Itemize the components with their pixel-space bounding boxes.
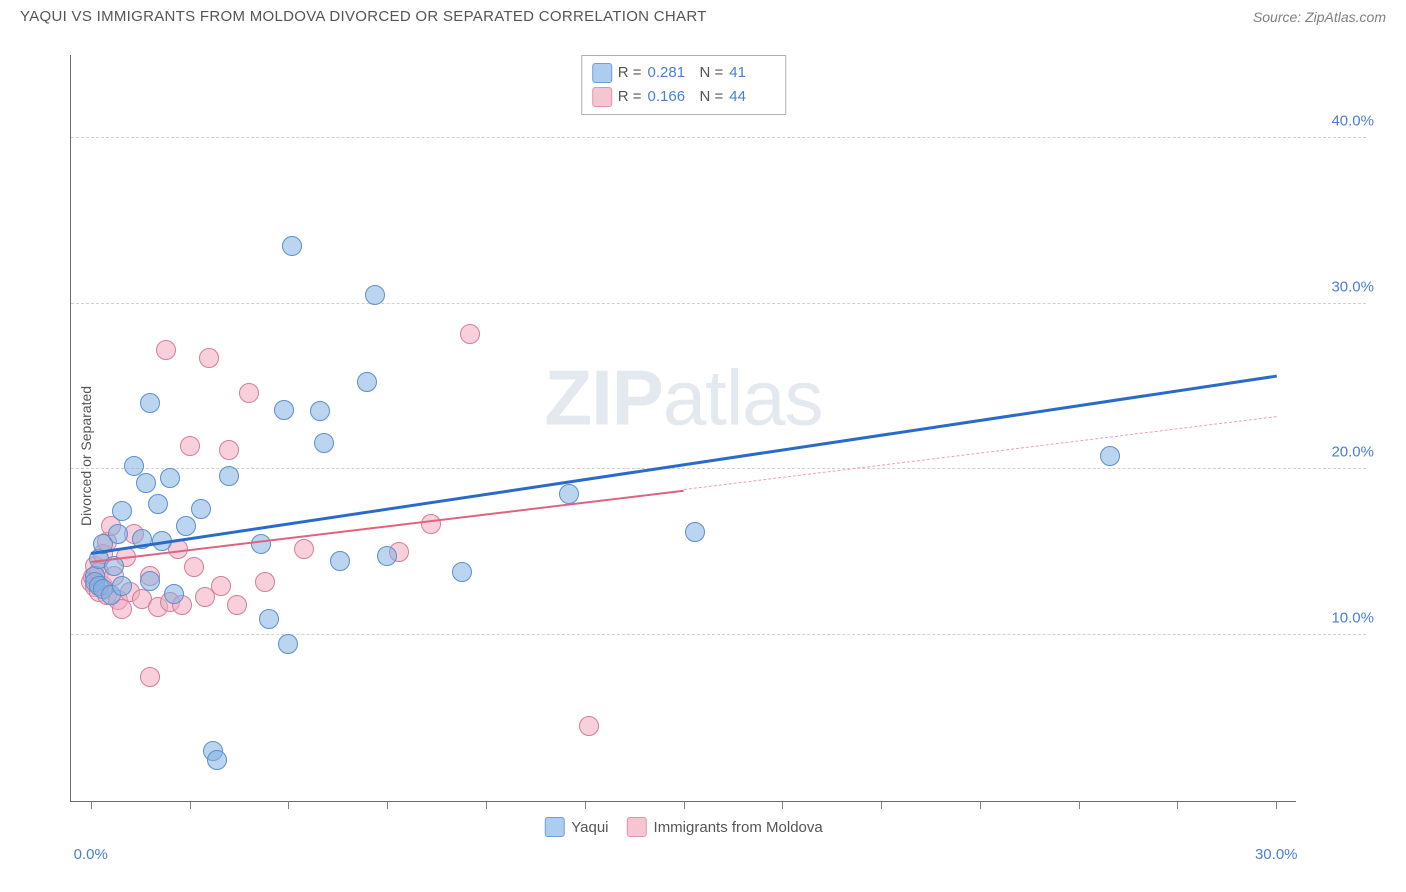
watermark: ZIPatlas [544, 353, 822, 444]
x-tick [684, 801, 685, 809]
legend-label: Immigrants from Moldova [654, 819, 823, 836]
y-tick-label: 20.0% [1331, 444, 1374, 461]
data-point [294, 539, 314, 559]
legend-stat-row: R =0.166N =44 [592, 85, 776, 109]
gridline [71, 468, 1366, 469]
legend-r-label: R = [618, 61, 642, 85]
legend-stat-row: R =0.281N =41 [592, 61, 776, 85]
gridline [71, 634, 1366, 635]
x-tick [486, 801, 487, 809]
legend-r-label: R = [618, 85, 642, 109]
data-point [685, 522, 705, 542]
trend-line [91, 375, 1277, 555]
x-tick [190, 801, 191, 809]
data-point [112, 501, 132, 521]
gridline [71, 137, 1366, 138]
legend-label: Yaqui [571, 819, 608, 836]
x-tick [91, 801, 92, 809]
data-point [255, 572, 275, 592]
data-point [357, 372, 377, 392]
x-tick [1276, 801, 1277, 809]
data-point [579, 716, 599, 736]
x-tick [881, 801, 882, 809]
data-point [140, 571, 160, 591]
data-point [559, 484, 579, 504]
data-point [365, 285, 385, 305]
data-point [452, 562, 472, 582]
x-tick [782, 801, 783, 809]
data-point [259, 609, 279, 629]
data-point [184, 557, 204, 577]
data-point [207, 750, 227, 770]
data-point [156, 340, 176, 360]
data-point [164, 584, 184, 604]
legend-swatch [544, 817, 564, 837]
data-point [191, 499, 211, 519]
data-point [180, 436, 200, 456]
data-point [136, 473, 156, 493]
x-tick [387, 801, 388, 809]
legend-r-value: 0.281 [648, 61, 694, 85]
data-point [1100, 446, 1120, 466]
legend-item: Yaqui [544, 817, 608, 837]
data-point [460, 324, 480, 344]
legend-r-value: 0.166 [648, 85, 694, 109]
data-point [282, 236, 302, 256]
legend-n-label: N = [700, 85, 724, 109]
chart-wrap: Divorced or Separated ZIPatlas R =0.281N… [20, 40, 1386, 872]
data-point [421, 514, 441, 534]
data-point [199, 348, 219, 368]
legend-series: Yaqui Immigrants from Moldova [544, 817, 822, 837]
watermark-rest: atlas [663, 354, 823, 442]
data-point [278, 634, 298, 654]
x-tick-label: 30.0% [1255, 846, 1298, 863]
watermark-bold: ZIP [544, 354, 662, 442]
x-tick [1177, 801, 1178, 809]
y-tick-label: 40.0% [1331, 112, 1374, 129]
chart-source: Source: ZipAtlas.com [1253, 9, 1386, 25]
legend-item: Immigrants from Moldova [627, 817, 823, 837]
legend-n-value: 41 [729, 61, 775, 85]
x-tick [980, 801, 981, 809]
data-point [330, 551, 350, 571]
trend-line [683, 416, 1276, 490]
data-point [227, 595, 247, 615]
y-tick-label: 10.0% [1331, 610, 1374, 627]
data-point [377, 546, 397, 566]
data-point [310, 401, 330, 421]
data-point [160, 468, 180, 488]
data-point [219, 440, 239, 460]
data-point [148, 494, 168, 514]
data-point [108, 524, 128, 544]
plot-area: ZIPatlas R =0.281N =41R =0.166N =44 Yaqu… [70, 55, 1296, 802]
data-point [211, 576, 231, 596]
legend-n-label: N = [700, 61, 724, 85]
data-point [219, 466, 239, 486]
legend-swatch [627, 817, 647, 837]
data-point [314, 433, 334, 453]
y-tick-label: 30.0% [1331, 278, 1374, 295]
chart-title: YAQUI VS IMMIGRANTS FROM MOLDOVA DIVORCE… [20, 8, 707, 25]
legend-swatch [592, 63, 612, 83]
legend-swatch [592, 87, 612, 107]
x-tick [585, 801, 586, 809]
legend-stats-box: R =0.281N =41R =0.166N =44 [581, 55, 787, 115]
data-point [239, 383, 259, 403]
data-point [140, 393, 160, 413]
data-point [274, 400, 294, 420]
x-tick [1079, 801, 1080, 809]
data-point [176, 516, 196, 536]
x-tick-label: 0.0% [74, 846, 108, 863]
gridline [71, 303, 1366, 304]
data-point [112, 576, 132, 596]
legend-n-value: 44 [729, 85, 775, 109]
x-tick [288, 801, 289, 809]
data-point [140, 667, 160, 687]
data-point [251, 534, 271, 554]
